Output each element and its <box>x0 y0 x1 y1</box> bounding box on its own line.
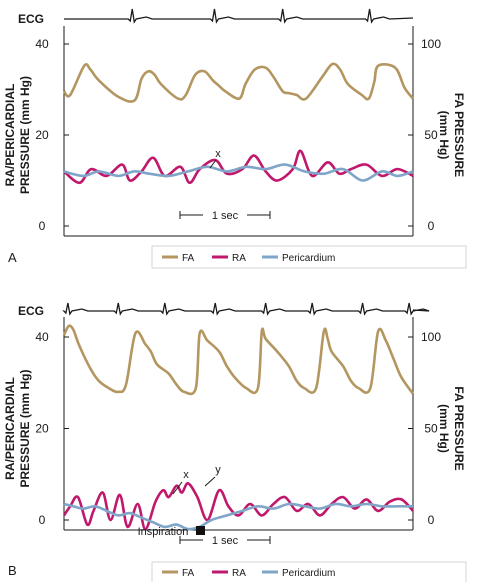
time-scale-label: 1 sec <box>212 210 239 222</box>
series-line-fa <box>62 324 415 396</box>
panel-B: 0 20 40 0 50 100 RA/PERICARDIALPRESSURE (mm Hg… <box>3 302 467 582</box>
left-tick-label: 40 <box>35 330 49 344</box>
legend-label-pericardium: Pericardium <box>282 568 335 579</box>
legend-label-fa: FA <box>182 568 195 579</box>
panel-A: 0 20 40 0 50 100 RA/PERICARDIALPRESSURE (mm Hg… <box>3 8 467 269</box>
left-tick-label: 20 <box>35 422 49 436</box>
ecg-label: ECG <box>18 304 44 318</box>
ecg-trace <box>62 302 430 316</box>
annotation-inspiration: Inspiration <box>138 526 189 538</box>
time-scale-label-bg <box>203 532 247 547</box>
annotation-y-pointer <box>204 476 216 487</box>
legend-frame <box>151 561 467 582</box>
right-axis-title: FA PRESSURE(mm Hg) <box>437 386 466 470</box>
annotation-x-pointer <box>209 159 217 169</box>
panel-label: B <box>8 563 17 578</box>
left-axis-title: RA/PERICARDIALPRESSURE (mm Hg) <box>3 369 32 487</box>
panel-label: A <box>8 250 17 265</box>
right-tick-label: 100 <box>421 330 441 344</box>
left-tick-label: 40 <box>35 37 49 51</box>
legend-label-fa: FA <box>182 253 195 264</box>
legend-label-pericardium: Pericardium <box>282 253 335 264</box>
legend-frame <box>151 245 467 269</box>
series-line-ra <box>62 482 414 531</box>
left-tick-label: 0 <box>39 513 46 527</box>
right-tick-label: 50 <box>424 422 438 436</box>
left-tick-label: 20 <box>35 128 49 142</box>
right-axis-title: FA PRESSURE(mm Hg) <box>437 93 466 177</box>
legend-label-ra: RA <box>232 568 246 579</box>
left-axis-title: RA/PERICARDIALPRESSURE (mm Hg) <box>3 76 32 194</box>
time-scale-label-bg <box>203 207 247 222</box>
series-line-fa <box>62 62 415 103</box>
legend-label-ra: RA <box>232 253 246 264</box>
series-line-ra <box>63 149 414 185</box>
annotation-x: x <box>183 469 189 481</box>
annotation-x: x <box>215 148 221 160</box>
right-tick-label: 0 <box>428 219 435 233</box>
ecg-trace <box>64 8 414 24</box>
series-line-pericardium <box>63 502 413 531</box>
right-tick-label: 50 <box>424 128 438 142</box>
ecg-label: ECG <box>18 12 44 26</box>
annotation-x-pointer <box>172 481 183 495</box>
time-scale-label: 1 sec <box>212 535 239 547</box>
inspiration-marker <box>196 526 205 535</box>
series-line-pericardium <box>63 163 414 182</box>
left-tick-label: 0 <box>39 219 46 233</box>
annotation-y: y <box>215 464 221 476</box>
right-tick-label: 0 <box>428 513 435 527</box>
right-tick-label: 100 <box>421 37 441 51</box>
